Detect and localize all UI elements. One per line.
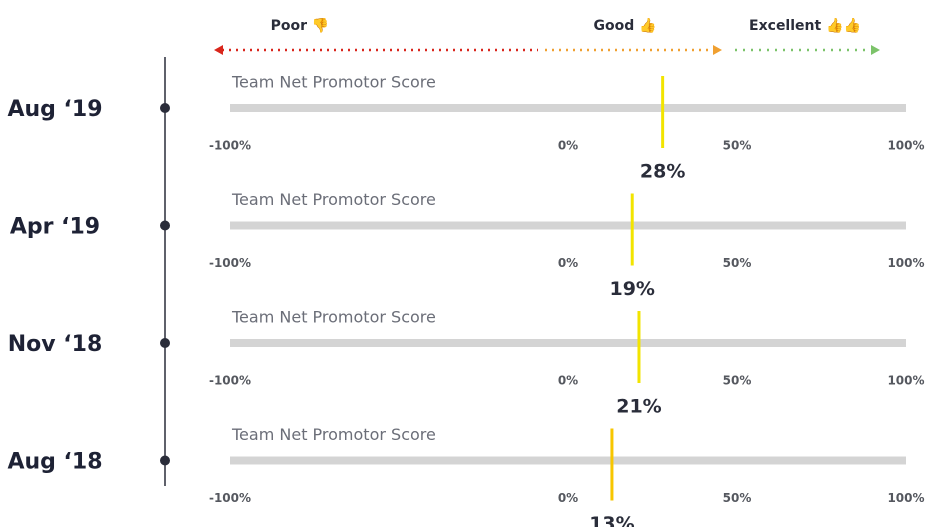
x-tick-label: 50% [723,139,752,153]
date-label: Aug ‘18 [7,450,102,475]
score-label: 13% [589,513,634,527]
legend-excellent: Excellent 👍👍 [749,17,861,34]
legend-poor: Poor 👎 [271,17,330,34]
timeline-dot [160,220,170,231]
x-tick-label: 0% [558,374,578,388]
score-label: 19% [609,278,654,300]
arrow-head [871,45,880,55]
x-tick-label: 100% [887,256,924,270]
x-tick-label: 50% [723,491,752,505]
x-tick-label: -100% [209,139,251,153]
x-tick-label: 0% [558,491,578,505]
timeline-dot [160,338,170,348]
timeline-dot [160,103,170,113]
x-tick-label: 50% [723,374,752,388]
x-tick-label: -100% [209,374,251,388]
x-tick-label: 100% [887,374,924,388]
x-tick-label: 100% [887,491,924,505]
score-label: 28% [640,161,685,183]
date-label: Nov ‘18 [8,332,103,357]
x-tick-label: 100% [887,139,924,153]
x-tick-label: -100% [209,256,251,270]
row-label: Team Net Promotor Score [231,73,436,92]
arrow-head [214,45,223,55]
timeline-dot [160,455,170,466]
scale-bar [230,104,906,112]
arrow-head [713,45,722,55]
legend: Poor 👎 Good 👍 Excellent 👍👍 [214,17,880,55]
legend-good: Good 👍 [593,17,656,34]
x-tick-label: 50% [723,256,752,270]
x-tick-label: 0% [558,256,578,270]
row-label: Team Net Promotor Score [231,425,436,444]
x-tick-label: -100% [209,491,251,505]
scale-bar [230,456,906,465]
row-label: Team Net Promotor Score [231,190,436,209]
scale-bar [230,339,906,347]
x-tick-label: 0% [558,139,578,153]
date-label: Aug ‘19 [7,97,102,122]
scale-bar [230,221,906,230]
date-label: Apr ‘19 [10,215,100,240]
row-label: Team Net Promotor Score [231,308,436,327]
score-label: 21% [616,396,661,418]
